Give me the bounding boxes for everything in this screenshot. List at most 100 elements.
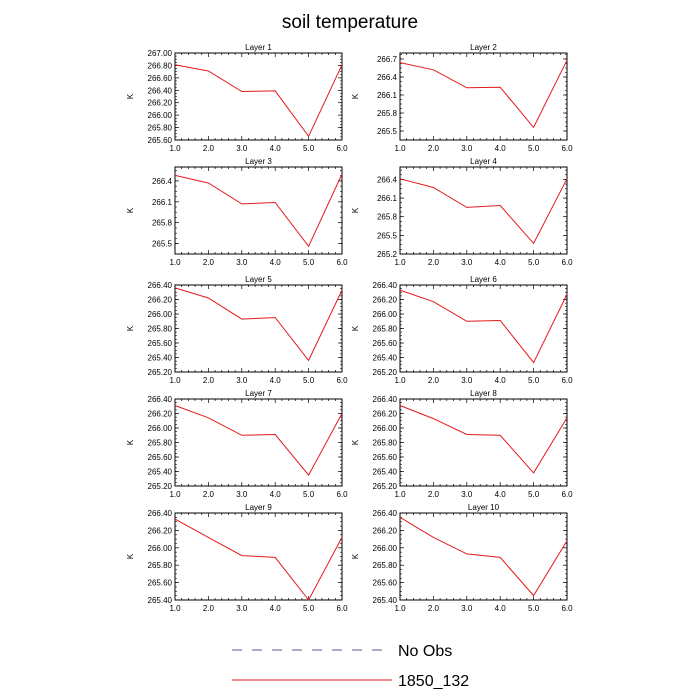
y-tick-label: 266.20: [148, 410, 173, 419]
x-tick-label: 3.0: [236, 490, 248, 499]
x-tick-label: 1.0: [169, 144, 181, 153]
panel-title: Layer 5: [245, 275, 272, 284]
x-tick-label: 2.0: [428, 376, 440, 385]
x-tick-label: 1.0: [394, 376, 406, 385]
y-tick-label: 266.40: [373, 395, 398, 404]
y-tick-label: 266.00: [373, 424, 398, 433]
plot-frame: [174, 166, 343, 255]
y-tick-label: 265.80: [148, 124, 173, 133]
series-line-1850-132: [399, 516, 568, 597]
legend: No Obs 1850_132: [232, 643, 469, 690]
y-tick-label: 266.00: [373, 544, 398, 553]
y-tick-label: 265.60: [148, 453, 173, 462]
panel-layer-4: Layer 4 1.0 2.0 3.0 4.0 5.0 6.0 265.2 265.5 265.8…: [351, 157, 573, 267]
y-tick-label: 266.20: [373, 296, 398, 305]
y-tick-label: 266.4: [377, 73, 398, 82]
y-axis-label: K: [126, 325, 135, 331]
panel-layer-3: Layer 3 1.0 2.0 3.0 4.0 5.0 6.0 265.5 265.8 266.1…: [126, 157, 348, 267]
y-tick-label: 265.20: [148, 368, 173, 377]
panel-layer-10: Layer 10 1.0 2.0 3.0 4.0 5.0 6.0 265.40 265.60 26…: [351, 503, 573, 613]
panel-title: Layer 3: [245, 157, 272, 166]
y-tick-label: 266.00: [373, 310, 398, 319]
x-tick-label: 6.0: [336, 144, 348, 153]
y-tick-label: 265.20: [373, 368, 398, 377]
x-tick-label: 6.0: [561, 490, 573, 499]
x-tick-label: 6.0: [561, 144, 573, 153]
panel-layer-1: Layer 1 1.0 2.0 3.0 4.0 5.0 6.0 265.60 265.80 266…: [126, 43, 348, 153]
x-tick-label: 6.0: [336, 604, 348, 613]
y-axis-label: K: [351, 93, 360, 99]
y-tick-label: 266.40: [148, 509, 173, 518]
legend-label: No Obs: [398, 643, 452, 660]
y-tick-label: 265.80: [373, 439, 398, 448]
y-axis-label: K: [126, 93, 135, 99]
y-tick-label: 266.20: [373, 526, 398, 535]
x-tick-label: 6.0: [561, 604, 573, 613]
plot-frame: [174, 284, 343, 373]
y-tick-label: 266.40: [148, 86, 173, 95]
y-tick-label: 265.20: [373, 482, 398, 491]
y-tick-label: 265.40: [373, 468, 398, 477]
plot-frame: [399, 284, 568, 373]
panel-layer-7: Layer 7 1.0 2.0 3.0 4.0 5.0 6.0 265.20 265.40 265…: [126, 389, 348, 499]
x-tick-label: 5.0: [528, 144, 540, 153]
x-tick-label: 4.0: [270, 258, 282, 267]
x-tick-label: 2.0: [203, 376, 215, 385]
panel-title: Layer 6: [470, 275, 497, 284]
y-tick-label: 266.4: [377, 175, 398, 184]
panel-layer-6: Layer 6 1.0 2.0 3.0 4.0 5.0 6.0 265.20 265.40 265…: [351, 275, 573, 385]
x-tick-label: 2.0: [203, 490, 215, 499]
x-tick-label: 1.0: [169, 490, 181, 499]
x-tick-label: 2.0: [203, 258, 215, 267]
x-tick-label: 4.0: [495, 490, 507, 499]
legend-label: 1850_132: [398, 673, 469, 690]
x-tick-label: 6.0: [336, 376, 348, 385]
x-tick-label: 2.0: [428, 604, 440, 613]
x-tick-label: 5.0: [303, 490, 315, 499]
series-line-1850-132: [174, 405, 343, 476]
y-tick-label: 266.40: [148, 395, 173, 404]
y-tick-label: 266.00: [148, 111, 173, 120]
y-tick-label: 265.8: [377, 109, 398, 118]
y-tick-label: 266.20: [148, 99, 173, 108]
x-tick-label: 1.0: [169, 604, 181, 613]
y-axis-label: K: [351, 325, 360, 331]
y-axis-label: K: [351, 207, 360, 213]
y-tick-label: 266.4: [152, 177, 173, 186]
y-tick-label: 266.00: [148, 424, 173, 433]
y-tick-label: 266.80: [148, 61, 173, 70]
x-tick-label: 5.0: [528, 490, 540, 499]
series-line-1850-132: [399, 59, 568, 129]
plot-frame: [399, 166, 568, 255]
y-tick-label: 265.40: [148, 596, 173, 605]
x-tick-label: 6.0: [336, 258, 348, 267]
x-tick-label: 5.0: [303, 604, 315, 613]
panel-title: Layer 10: [468, 503, 500, 512]
y-tick-label: 266.20: [148, 526, 173, 535]
plot-frame: [399, 52, 568, 141]
series-line-1850-132: [399, 289, 568, 364]
series-line-1850-132: [174, 518, 343, 601]
x-tick-label: 2.0: [428, 144, 440, 153]
y-tick-label: 266.40: [148, 281, 173, 290]
x-tick-label: 3.0: [461, 144, 473, 153]
x-tick-label: 5.0: [528, 258, 540, 267]
y-tick-label: 265.80: [148, 325, 173, 334]
y-axis-label: K: [351, 439, 360, 445]
y-tick-label: 265.80: [373, 561, 398, 570]
x-tick-label: 6.0: [336, 490, 348, 499]
series-line-1850-132: [174, 64, 343, 138]
x-tick-label: 3.0: [236, 604, 248, 613]
x-tick-label: 3.0: [461, 258, 473, 267]
y-tick-label: 266.40: [373, 281, 398, 290]
panel-layer-9: Layer 9 1.0 2.0 3.0 4.0 5.0 6.0 265.40 265.60 265…: [126, 503, 348, 613]
x-tick-label: 4.0: [495, 144, 507, 153]
x-tick-label: 1.0: [169, 258, 181, 267]
y-tick-label: 265.40: [373, 596, 398, 605]
panel-layer-2: Layer 2 1.0 2.0 3.0 4.0 5.0 6.0 265.5 265.8 266.1…: [351, 43, 573, 153]
y-tick-label: 266.20: [373, 410, 398, 419]
x-tick-label: 3.0: [461, 604, 473, 613]
y-tick-label: 266.00: [148, 544, 173, 553]
plot-frame: [399, 398, 568, 487]
y-tick-label: 265.60: [373, 579, 398, 588]
